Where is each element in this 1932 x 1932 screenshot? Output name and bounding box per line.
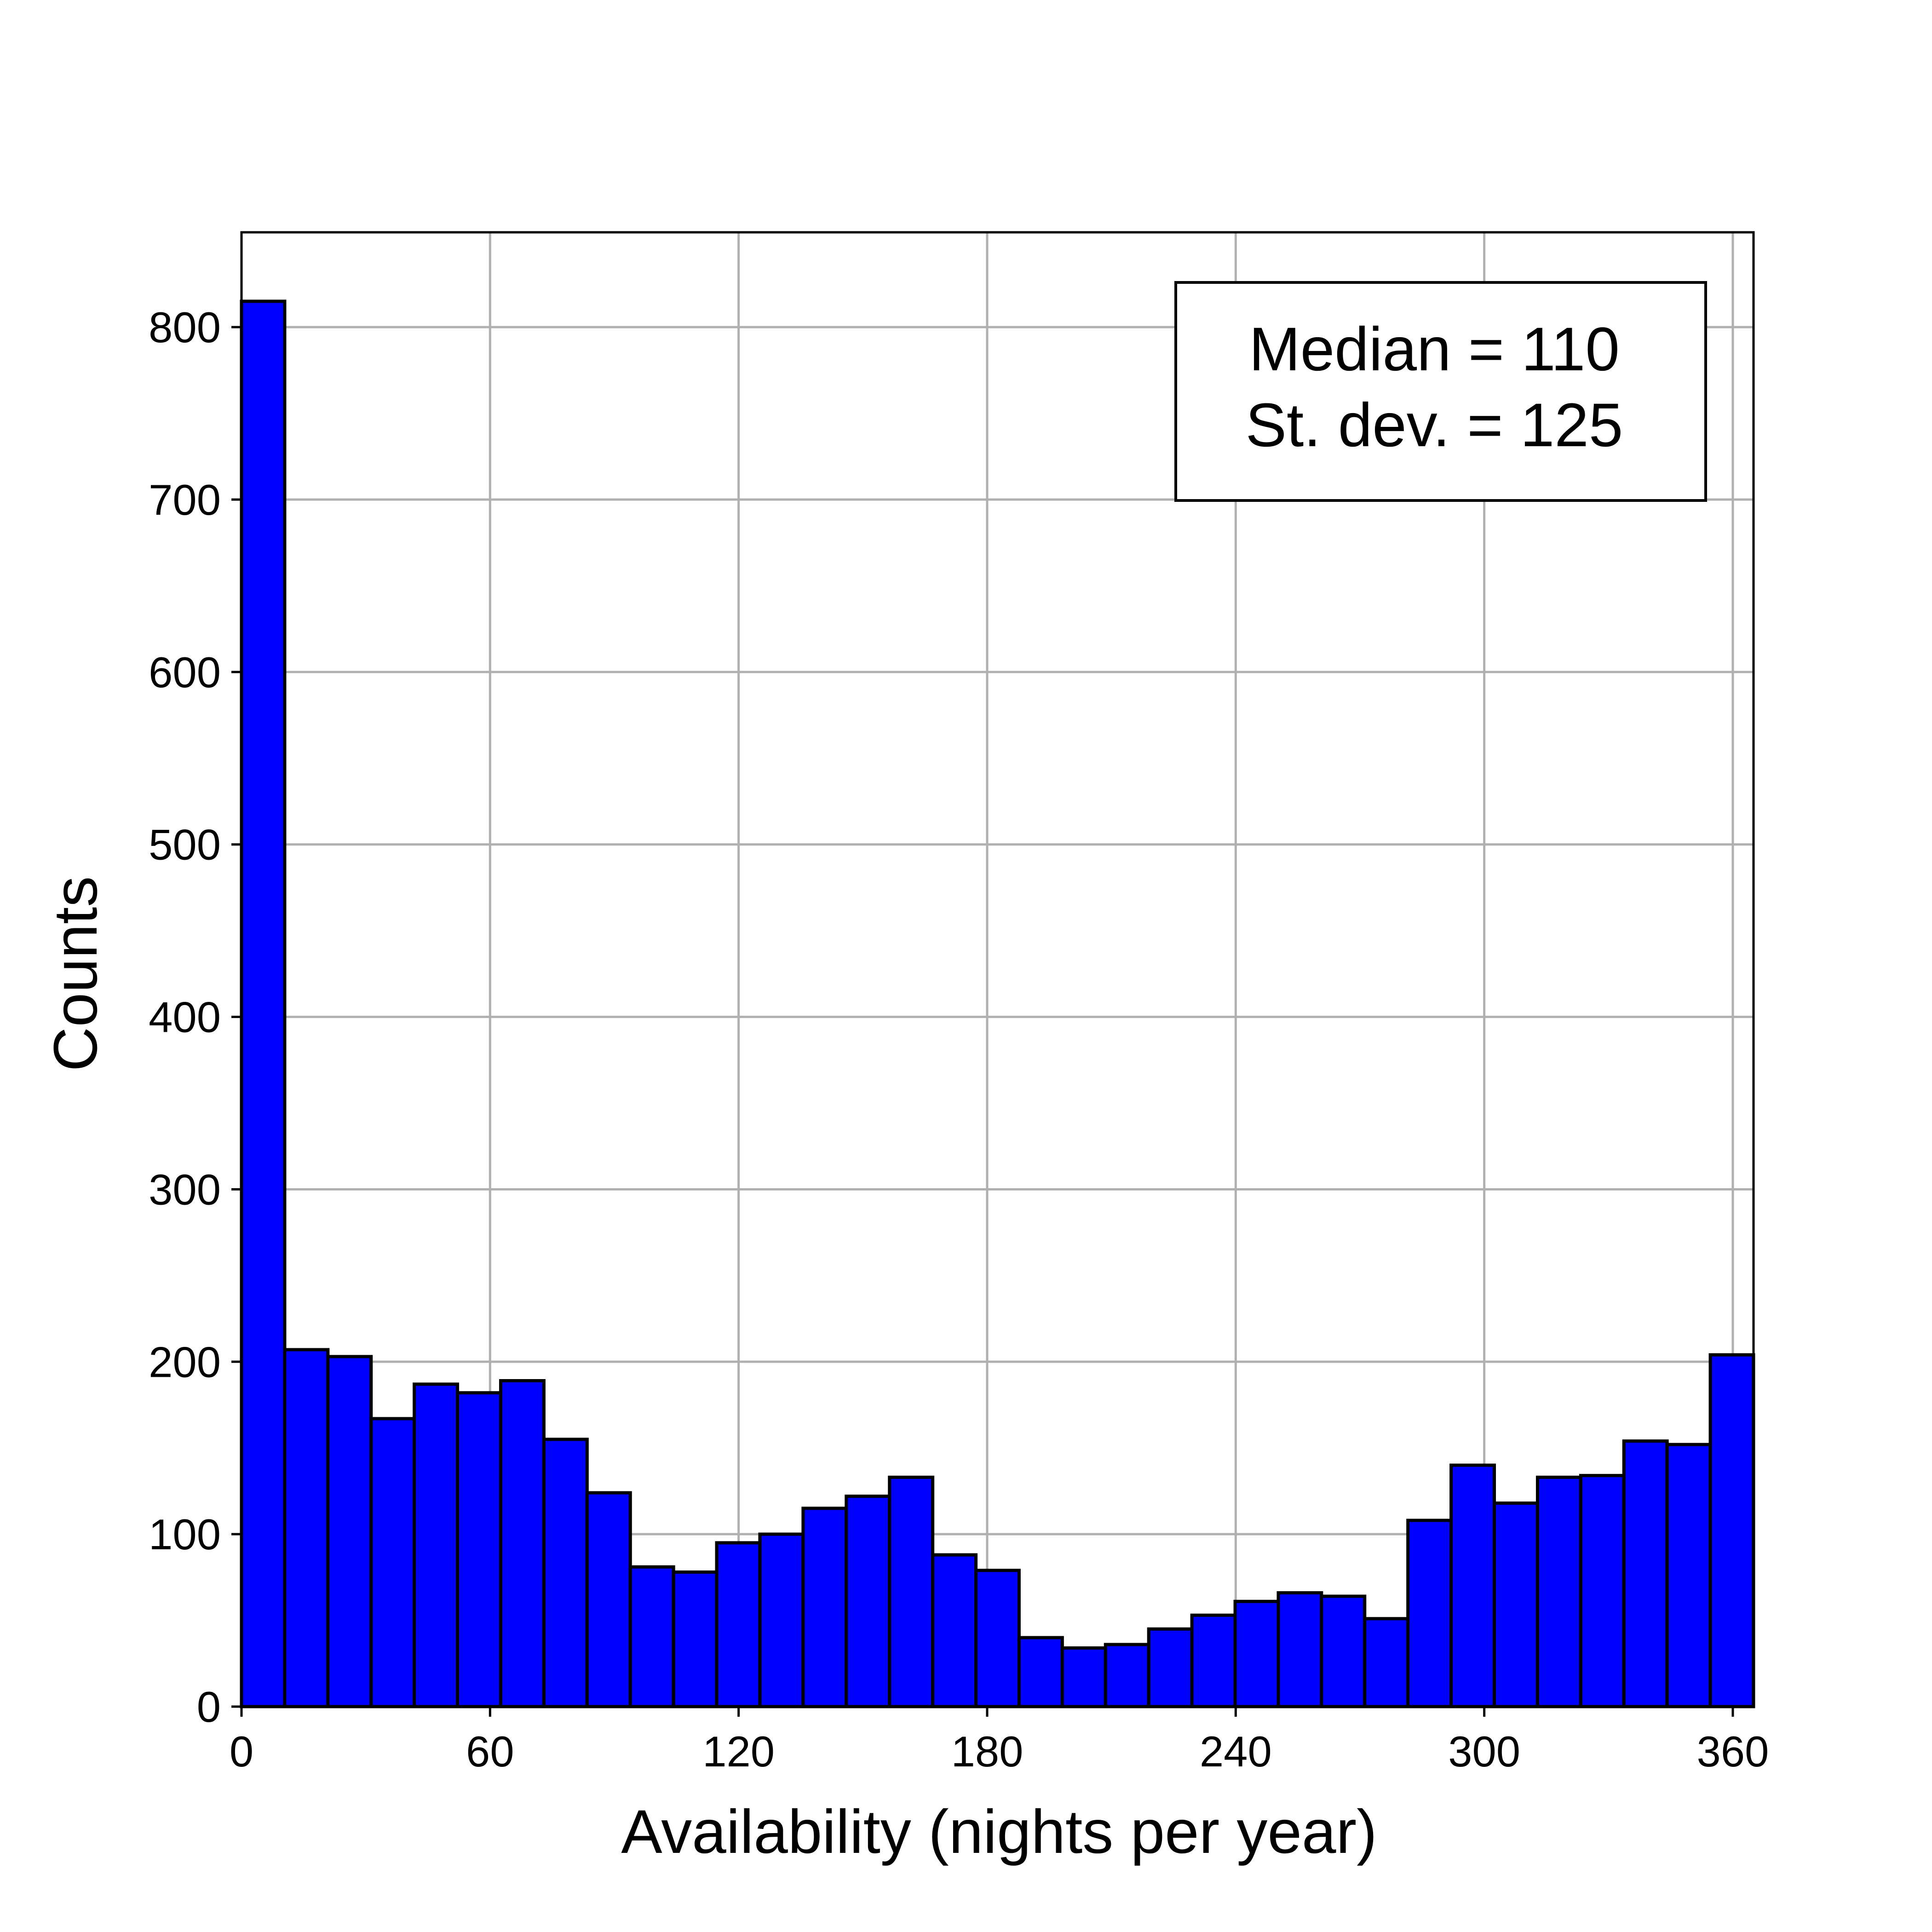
y-tick-label: 500 [149, 821, 221, 869]
histogram-bar [672, 1570, 719, 1708]
histogram-bar [715, 1541, 762, 1708]
histogram-bar [283, 1348, 330, 1708]
histogram-bar [499, 1379, 546, 1708]
histogram-bar [1233, 1599, 1280, 1708]
histogram-bar [1535, 1475, 1582, 1708]
histogram-bar [1104, 1643, 1150, 1708]
x-tick-label: 240 [1200, 1727, 1272, 1776]
stats-annotation: Median = 110 St. dev. = 125 [1174, 281, 1707, 502]
histogram-bar [974, 1569, 1021, 1708]
histogram-bars [240, 299, 1755, 1708]
y-axis-ticks: 0 100 200 300 400 500 600 700 800 [149, 303, 242, 1731]
histogram-bar [758, 1532, 805, 1708]
x-axis-label: Availability (nights per year) [621, 1798, 1377, 1866]
histogram-bar [1017, 1636, 1064, 1708]
y-tick-label: 0 [197, 1683, 221, 1731]
y-tick-label: 300 [149, 1165, 221, 1213]
histogram-bar [1708, 1353, 1755, 1708]
x-tick-label: 180 [951, 1727, 1024, 1776]
y-tick-label: 800 [149, 303, 221, 351]
histogram-bar [1665, 1443, 1712, 1708]
histogram-bar [542, 1438, 589, 1708]
y-tick-label: 700 [149, 476, 221, 524]
histogram-bar [369, 1417, 416, 1708]
y-tick-label: 600 [149, 648, 221, 696]
histogram-bar [888, 1475, 935, 1708]
stats-stdev: St. dev. = 125 [1246, 391, 1623, 460]
histogram-bar [1190, 1613, 1237, 1708]
histogram-bar [1622, 1439, 1669, 1708]
histogram-bar [931, 1553, 978, 1708]
histogram-bar [1493, 1501, 1539, 1708]
histogram-bar [628, 1565, 675, 1708]
x-tick-label: 0 [230, 1727, 253, 1776]
histogram-bar [1320, 1594, 1367, 1708]
histogram-bar [1147, 1627, 1194, 1708]
x-tick-label: 120 [702, 1727, 775, 1776]
y-axis-label: Counts [41, 876, 110, 1072]
histogram-bar [1060, 1646, 1107, 1708]
x-tick-label: 300 [1448, 1727, 1520, 1776]
x-tick-label: 60 [466, 1727, 514, 1776]
y-tick-label: 100 [149, 1510, 221, 1558]
stats-median: Median = 110 [1249, 315, 1620, 384]
histogram-bar [845, 1495, 891, 1708]
x-axis-ticks: 0 60 120 180 240 300 360 [230, 1707, 1769, 1776]
histogram-bar [240, 299, 287, 1708]
histogram-bar [326, 1355, 373, 1708]
histogram-bar [1449, 1463, 1496, 1708]
histogram-bar [456, 1391, 502, 1708]
histogram-bar [1276, 1591, 1323, 1708]
histogram-bar [801, 1506, 848, 1708]
histogram-bar [585, 1491, 632, 1708]
x-tick-label: 360 [1697, 1727, 1769, 1776]
y-tick-label: 400 [149, 993, 221, 1041]
stats-box [1174, 281, 1707, 502]
plot-frame [240, 231, 1755, 1708]
histogram-bar [1406, 1518, 1453, 1708]
histogram-bar [413, 1382, 460, 1708]
histogram-bar [1363, 1617, 1410, 1708]
y-tick-label: 200 [149, 1338, 221, 1386]
histogram-bar [1579, 1474, 1626, 1708]
